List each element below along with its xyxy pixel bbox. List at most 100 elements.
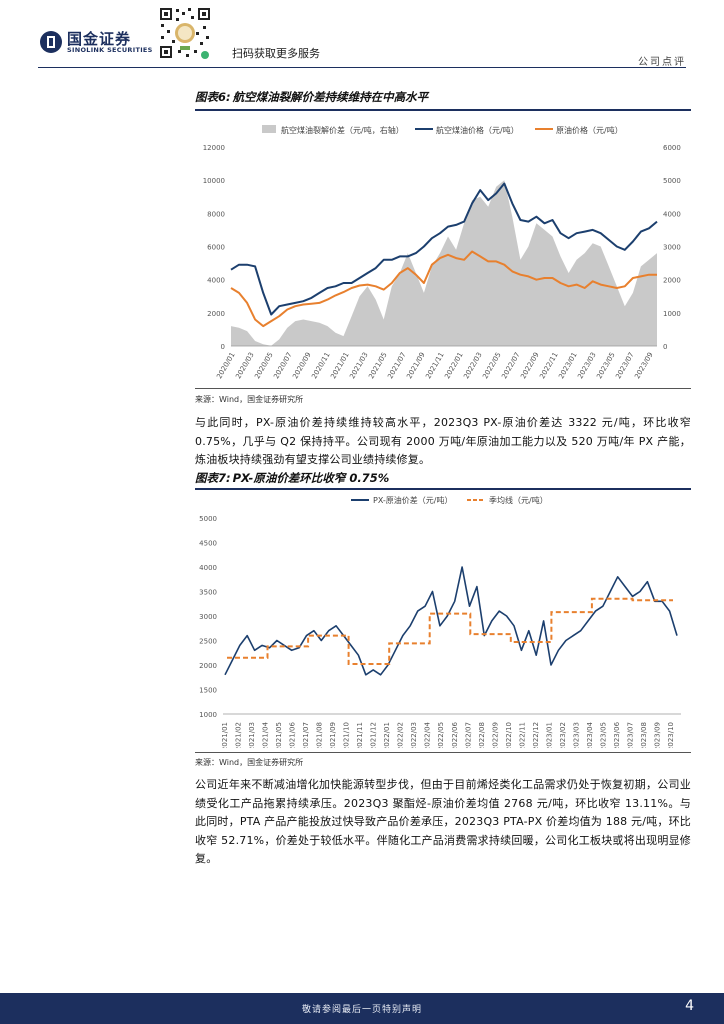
chart7-x-tick-label: 2021/04 <box>262 721 270 748</box>
figure6-title-text: 航空煤油裂解价差持续维持在中高水平 <box>232 90 429 104</box>
chart7-y-tick-label: 5000 <box>199 515 217 523</box>
chart7-x-tick-label: 2023/10 <box>667 722 675 748</box>
chart7-x-tick-label: 2022/10 <box>505 722 513 748</box>
chart6-left-tick-label: 4000 <box>207 277 225 285</box>
chart7-x-tick-label: 2023/09 <box>654 722 662 748</box>
chart6-left-tick-label: 0 <box>221 343 225 351</box>
figure7-source-rule <box>195 752 691 753</box>
figure6-title-rule <box>195 109 691 111</box>
chart7-legend: PX-原油价差（元/吨） 季均线（元/吨） <box>351 495 548 505</box>
logo-company-name-en: SINOLINK SECURITIES <box>67 46 153 54</box>
chart7-y-tick-label: 3000 <box>199 613 217 621</box>
figure7-chart: PX-原油价差（元/吨） 季均线（元/吨） 1000 1500 2000 2500 30… <box>199 495 681 748</box>
chart7-x-tick-label: 2023/05 <box>599 722 607 748</box>
chart7-x-tick-label: 2022/03 <box>410 722 418 748</box>
chart6-line-crude <box>230 250 657 328</box>
chart7-y-tick-label: 4000 <box>199 564 217 572</box>
chart7-x-tick-label: 2021/06 <box>289 721 297 748</box>
chart7-y-tick-label: 3500 <box>199 589 217 597</box>
page-number: 4 <box>685 998 694 1014</box>
chart6-line-jetfuel <box>230 182 658 316</box>
figure6-title: 图表6: 航空煤油裂解价差持续维持在中高水平 <box>195 87 691 108</box>
chart7-y-axis: 1000 1500 2000 2500 3000 3500 4000 4500 5000 <box>199 515 217 719</box>
chart6-left-tick-label: 12000 <box>203 144 225 152</box>
chart7-y-tick-label: 1500 <box>199 687 217 695</box>
figure6-source: 来源：Wind，国金证券研究所 <box>195 395 304 404</box>
figure6-label: 图表6: <box>195 90 231 104</box>
footer-disclaimer: 敬请参阅最后一页特别声明 <box>301 1005 422 1015</box>
legend-label-jetfuel: 航空煤油价格（元/吨） <box>436 125 519 135</box>
chart7-x-tick-label: 2023/04 <box>586 721 594 748</box>
chart7-x-tick-label: 2023/02 <box>559 722 567 748</box>
chart7-x-tick-label: 2021/09 <box>329 722 337 748</box>
chart7-x-tick-label: 2021/12 <box>370 722 378 748</box>
chart7-x-tick-label: 2021/11 <box>356 722 364 748</box>
chart6-right-tick-label: 4000 <box>663 210 681 218</box>
logo-company-name: 国金证券 <box>67 30 132 48</box>
legend-label-px-spread: PX-原油价差（元/吨） <box>373 495 453 505</box>
figure7-label: 图表7: <box>195 471 231 485</box>
chart6-x-tick-label: 2023/09 <box>633 351 654 380</box>
legend-swatch-crack-spread <box>262 125 276 133</box>
chart6-right-tick-label: 5000 <box>663 177 681 185</box>
qr-code-icon[interactable] <box>158 6 212 60</box>
chart7-y-tick-label: 1000 <box>199 711 217 719</box>
chart7-y-tick-label: 2500 <box>199 638 217 646</box>
chart7-x-tick-label: 2021/02 <box>235 722 243 748</box>
chart6-right-tick-label: 1000 <box>663 310 681 318</box>
chart6-right-tick-label: 3000 <box>663 244 681 252</box>
chart6-left-tick-label: 6000 <box>207 244 225 252</box>
figure7-title: 图表7: PX-原油价差环比收窄 0.75% <box>195 468 691 489</box>
chart7-y-tick-label: 2000 <box>199 662 217 670</box>
chart7-x-tick-label: 2023/03 <box>572 722 580 748</box>
chart7-line-quarter-avg <box>227 597 673 665</box>
chart6-right-tick-label: 0 <box>663 343 667 351</box>
chart7-x-tick-label: 2021/10 <box>343 722 351 748</box>
chart6-right-tick-label: 2000 <box>663 277 681 285</box>
chart7-line-px-spread <box>224 566 678 676</box>
chart7-x-tick-label: 2023/07 <box>627 722 635 748</box>
header-divider <box>38 67 686 68</box>
chart7-x-tick-label: 2022/01 <box>383 722 391 748</box>
chart7-x-tick-label: 2021/07 <box>302 722 310 748</box>
report-type-label: 公司点评 <box>638 57 686 68</box>
chart7-x-labels: 2021/01 2021/02 2021/03 2021/04 2021/05 2021/… <box>221 721 675 748</box>
chart7-x-tick-label: 2021/03 <box>248 722 256 748</box>
chart7-x-tick-label: 2023/06 <box>613 721 621 748</box>
figure6-chart: 航空煤油裂解价差（元/吨，右轴） 航空煤油价格（元/吨） 原油价格（元/吨） 0… <box>203 125 681 380</box>
page-footer: 敬请参阅最后一页特别声明 4 <box>0 993 724 1024</box>
chart7-x-tick-label: 2023/08 <box>640 722 648 748</box>
legend-label-crack-spread: 航空煤油裂解价差（元/吨，右轴） <box>281 125 404 135</box>
chart6-left-tick-label: 8000 <box>207 210 225 218</box>
chart7-x-tick-label: 2022/09 <box>491 722 499 748</box>
chart7-x-tick-label: 2021/01 <box>221 722 229 748</box>
chart7-x-tick-label: 2023/01 <box>545 722 553 748</box>
chart6-right-axis: 0 1000 2000 3000 4000 5000 6000 <box>663 144 681 351</box>
chart7-x-tick-label: 2021/08 <box>316 722 324 748</box>
chart7-x-tick-label: 2022/04 <box>424 721 432 748</box>
chart7-y-tick-label: 4500 <box>199 540 217 548</box>
sinolink-logo-icon <box>40 31 62 53</box>
chart7-x-tick-label: 2022/06 <box>451 722 459 748</box>
scan-for-services-text: 扫码获取更多服务 <box>232 47 320 60</box>
chart7-x-tick-label: 2022/02 <box>397 722 405 748</box>
page-header: 国金证券 SINOLINK SECURITIES 扫码获取更多服务 公司点评 <box>0 0 724 68</box>
chart6-x-labels: 2020/012020/032020/052020/072020/092020/… <box>215 351 654 380</box>
chart7-x-tick-label: 2021/05 <box>275 722 283 748</box>
figure7-title-rule <box>195 488 691 490</box>
figure7-source: 来源：Wind，国金证券研究所 <box>195 758 304 767</box>
chart7-x-tick-label: 2022/07 <box>464 722 472 748</box>
chart7-x-tick-label: 2022/05 <box>437 722 445 748</box>
paragraph-px-spread: 与此同时，PX-原油价差持续维持较高水平，2023Q3 PX-原油价差达 332… <box>195 416 691 466</box>
chart7-x-tick-label: 2022/08 <box>478 722 486 748</box>
figure7-title-text: PX-原油价差环比收窄 0.75% <box>232 471 390 485</box>
legend-label-quarter-avg: 季均线（元/吨） <box>489 495 548 505</box>
chart7-x-tick-label: 2022/11 <box>518 722 526 748</box>
legend-label-crude: 原油价格（元/吨） <box>556 125 623 135</box>
paragraph-chemical-segment: 公司近年来不断减油增化加快能源转型步伐，但由于目前烯烃类化工品需求仍处于恢复初期… <box>195 778 691 865</box>
chart6-left-tick-label: 10000 <box>203 177 225 185</box>
chart6-left-tick-label: 2000 <box>207 310 225 318</box>
chart6-legend: 航空煤油裂解价差（元/吨，右轴） 航空煤油价格（元/吨） 原油价格（元/吨） <box>262 125 623 135</box>
chart6-area-crack-spread <box>231 180 657 346</box>
chart6-left-axis: 0 2000 4000 6000 8000 10000 12000 <box>203 144 225 351</box>
